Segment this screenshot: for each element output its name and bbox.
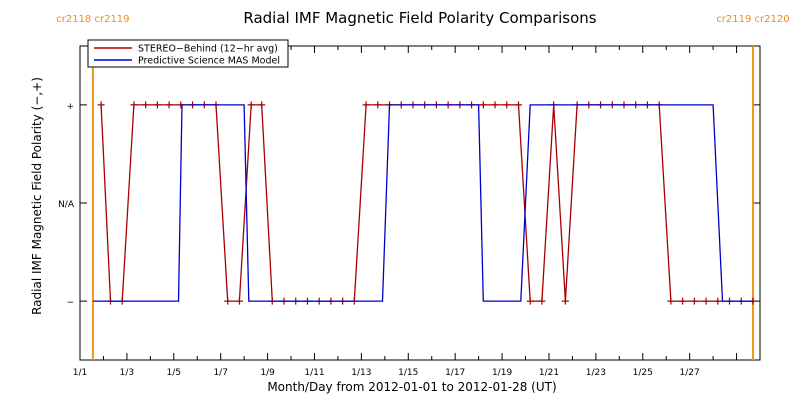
data-point-stereo xyxy=(538,297,546,305)
x-tick-label: 1/9 xyxy=(260,368,275,378)
data-point-stereo xyxy=(667,297,675,305)
data-point-stereo xyxy=(690,297,698,305)
carrington-marker-label: cr2119 cr2120 xyxy=(716,14,789,25)
data-point-stereo xyxy=(153,101,161,109)
data-point-stereo xyxy=(258,101,266,109)
data-point-stereo xyxy=(679,297,687,305)
data-point-stereo xyxy=(561,297,569,305)
x-tick-label: 1/1 xyxy=(73,368,87,378)
carrington-marker-label: cr2118 cr2119 xyxy=(56,14,129,25)
plot-frame xyxy=(79,45,761,361)
x-tick-label: 1/7 xyxy=(213,368,227,378)
x-tick-label: 1/15 xyxy=(398,368,418,378)
series-line-stereo xyxy=(100,104,753,302)
legend: STEREO−Behind (12−hr avg) Predictive Sci… xyxy=(87,39,289,68)
data-point-stereo xyxy=(491,101,499,109)
data-point-stereo xyxy=(714,297,722,305)
data-point-stereo xyxy=(362,101,370,109)
x-tick-label: 1/13 xyxy=(351,368,371,378)
data-point-stereo xyxy=(702,297,710,305)
legend-label-stereo: STEREO−Behind (12−hr avg) xyxy=(138,44,278,55)
data-point-stereo xyxy=(503,101,511,109)
x-tick-label: 1/21 xyxy=(539,368,559,378)
data-point-stereo xyxy=(130,101,138,109)
series-line-mas-model xyxy=(92,104,753,302)
x-tick-label: 1/27 xyxy=(680,368,700,378)
x-tick-label: 1/19 xyxy=(492,368,512,378)
legend-box xyxy=(87,39,289,68)
x-tick-label: 1/17 xyxy=(445,368,465,378)
data-point-stereo xyxy=(526,297,534,305)
x-tick-label: 1/3 xyxy=(120,368,134,378)
data-point-stereo xyxy=(224,297,232,305)
data-point-stereo xyxy=(247,101,255,109)
series-layer xyxy=(92,101,757,305)
x-tick-label: 1/5 xyxy=(167,368,181,378)
x-tick-label: 1/25 xyxy=(633,368,653,378)
carrington-marker-labels: cr2118 cr2119 cr2119 cr2120 xyxy=(56,14,789,25)
data-point-stereo xyxy=(374,101,382,109)
x-tick-label: 1/11 xyxy=(304,368,324,378)
y-tick-label: + xyxy=(66,102,74,112)
data-point-stereo xyxy=(97,101,105,109)
x-axis-label: Month/Day from 2012-01-01 to 2012-01-28 … xyxy=(267,380,556,394)
legend-label-mas-model: Predictive Science MAS Model xyxy=(138,56,280,67)
y-tick-label: N/A xyxy=(58,200,75,210)
y-axis-label: Radial IMF Magnetic Field Polarity (−,+) xyxy=(30,77,44,315)
data-point-stereo xyxy=(479,101,487,109)
y-tick-label: − xyxy=(66,298,74,308)
y-axis-ticks: + N/A − xyxy=(58,102,760,308)
data-point-stereo xyxy=(235,297,243,305)
x-axis-ticks: 1/1 1/3 1/5 1/7 1/9 1/11 1/13 1/15 1/17 1/19 1/21 1… xyxy=(73,46,761,378)
data-point-stereo xyxy=(514,101,522,109)
x-tick-label: 1/23 xyxy=(586,368,606,378)
chart-title: Radial IMF Magnetic Field Polarity Compa… xyxy=(243,9,596,27)
data-point-stereo xyxy=(142,101,150,109)
carrington-marker-lines xyxy=(91,46,754,360)
data-point-stereo xyxy=(165,101,173,109)
